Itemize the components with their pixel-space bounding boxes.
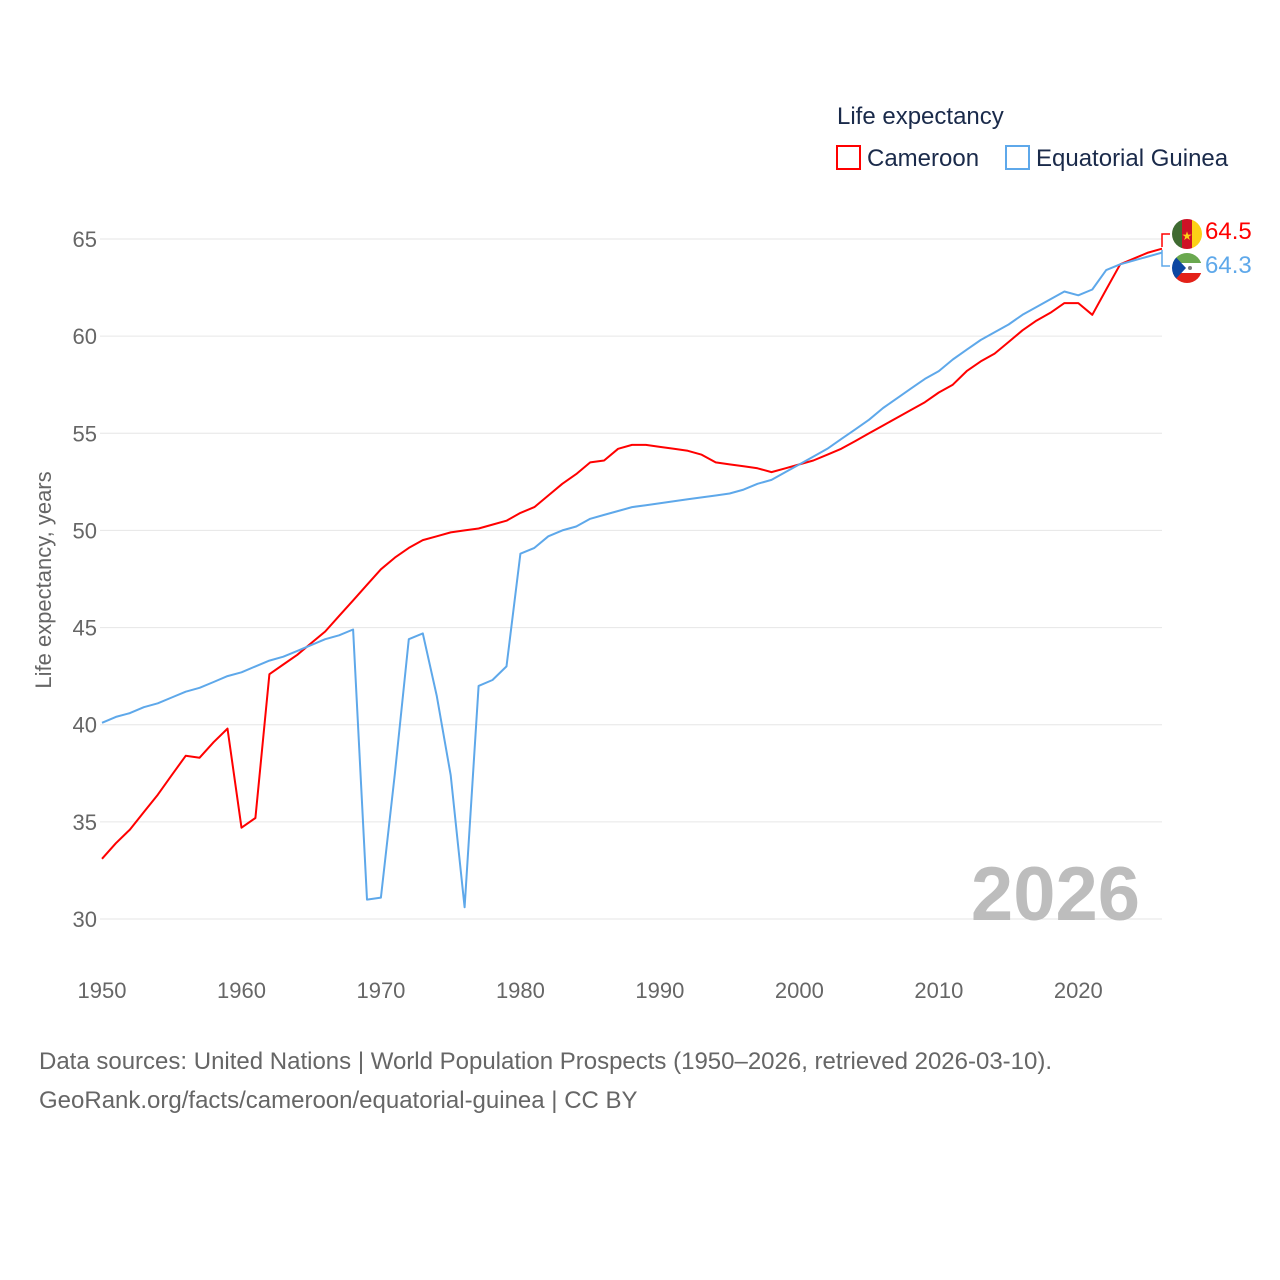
x-tick-label: 1980: [496, 978, 545, 1003]
y-tick-label: 50: [73, 518, 97, 543]
x-tick-label: 1970: [356, 978, 405, 1003]
end-label-cameroon: 64.5: [1205, 218, 1252, 245]
x-tick-label: 2020: [1054, 978, 1103, 1003]
source-link[interactable]: GeoRank.org/facts/cameroon/equatorial-gu…: [39, 1087, 638, 1114]
series-line-equatorial-guinea: [101, 251, 1163, 909]
legend-title: Life expectancy: [837, 103, 1004, 130]
series-lines: [101, 247, 1163, 909]
x-tick-label: 2000: [775, 978, 824, 1003]
x-axis: 1950 1960 1970 1980 1990 2000 2010 2020: [78, 978, 1103, 1003]
source-note: Data sources: United Nations | World Pop…: [39, 1048, 1052, 1075]
series-line-cameroon: [101, 247, 1163, 860]
x-tick-label: 1960: [217, 978, 266, 1003]
year-label: 2026: [971, 852, 1140, 937]
legend-swatch-equatorial-guinea: [1005, 145, 1030, 170]
x-tick-label: 2010: [914, 978, 963, 1003]
x-tick-label: 1990: [635, 978, 684, 1003]
y-axis: 30 35 40 45 50 55 60 65: [73, 227, 97, 932]
y-tick-label: 30: [73, 907, 97, 932]
y-tick-label: 40: [73, 713, 97, 738]
y-tick-label: 45: [73, 616, 97, 641]
x-tick-label: 1950: [78, 978, 127, 1003]
gridlines: [100, 238, 1162, 920]
y-tick-label: 60: [73, 324, 97, 349]
end-connector-equatorial-guinea: [1161, 250, 1170, 267]
equatorial-guinea-flag-icon: [1172, 253, 1202, 283]
svg-text:★: ★: [1182, 229, 1193, 243]
y-axis-label: Life expectancy, years: [31, 471, 56, 688]
end-label-equatorial-guinea: 64.3: [1205, 252, 1252, 279]
end-connector-cameroon: [1161, 233, 1170, 247]
cameroon-flag-icon: ★: [1172, 219, 1202, 249]
legend-label-cameroon: Cameroon: [867, 145, 979, 172]
legend-item-cameroon[interactable]: Cameroon: [836, 145, 979, 172]
y-tick-label: 55: [73, 421, 97, 446]
y-tick-label: 65: [73, 227, 97, 252]
legend-item-equatorial-guinea[interactable]: Equatorial Guinea: [1005, 145, 1229, 172]
y-tick-label: 35: [73, 810, 97, 835]
legend-swatch-cameroon: [836, 145, 861, 170]
legend-label-equatorial-guinea: Equatorial Guinea: [1036, 145, 1229, 172]
